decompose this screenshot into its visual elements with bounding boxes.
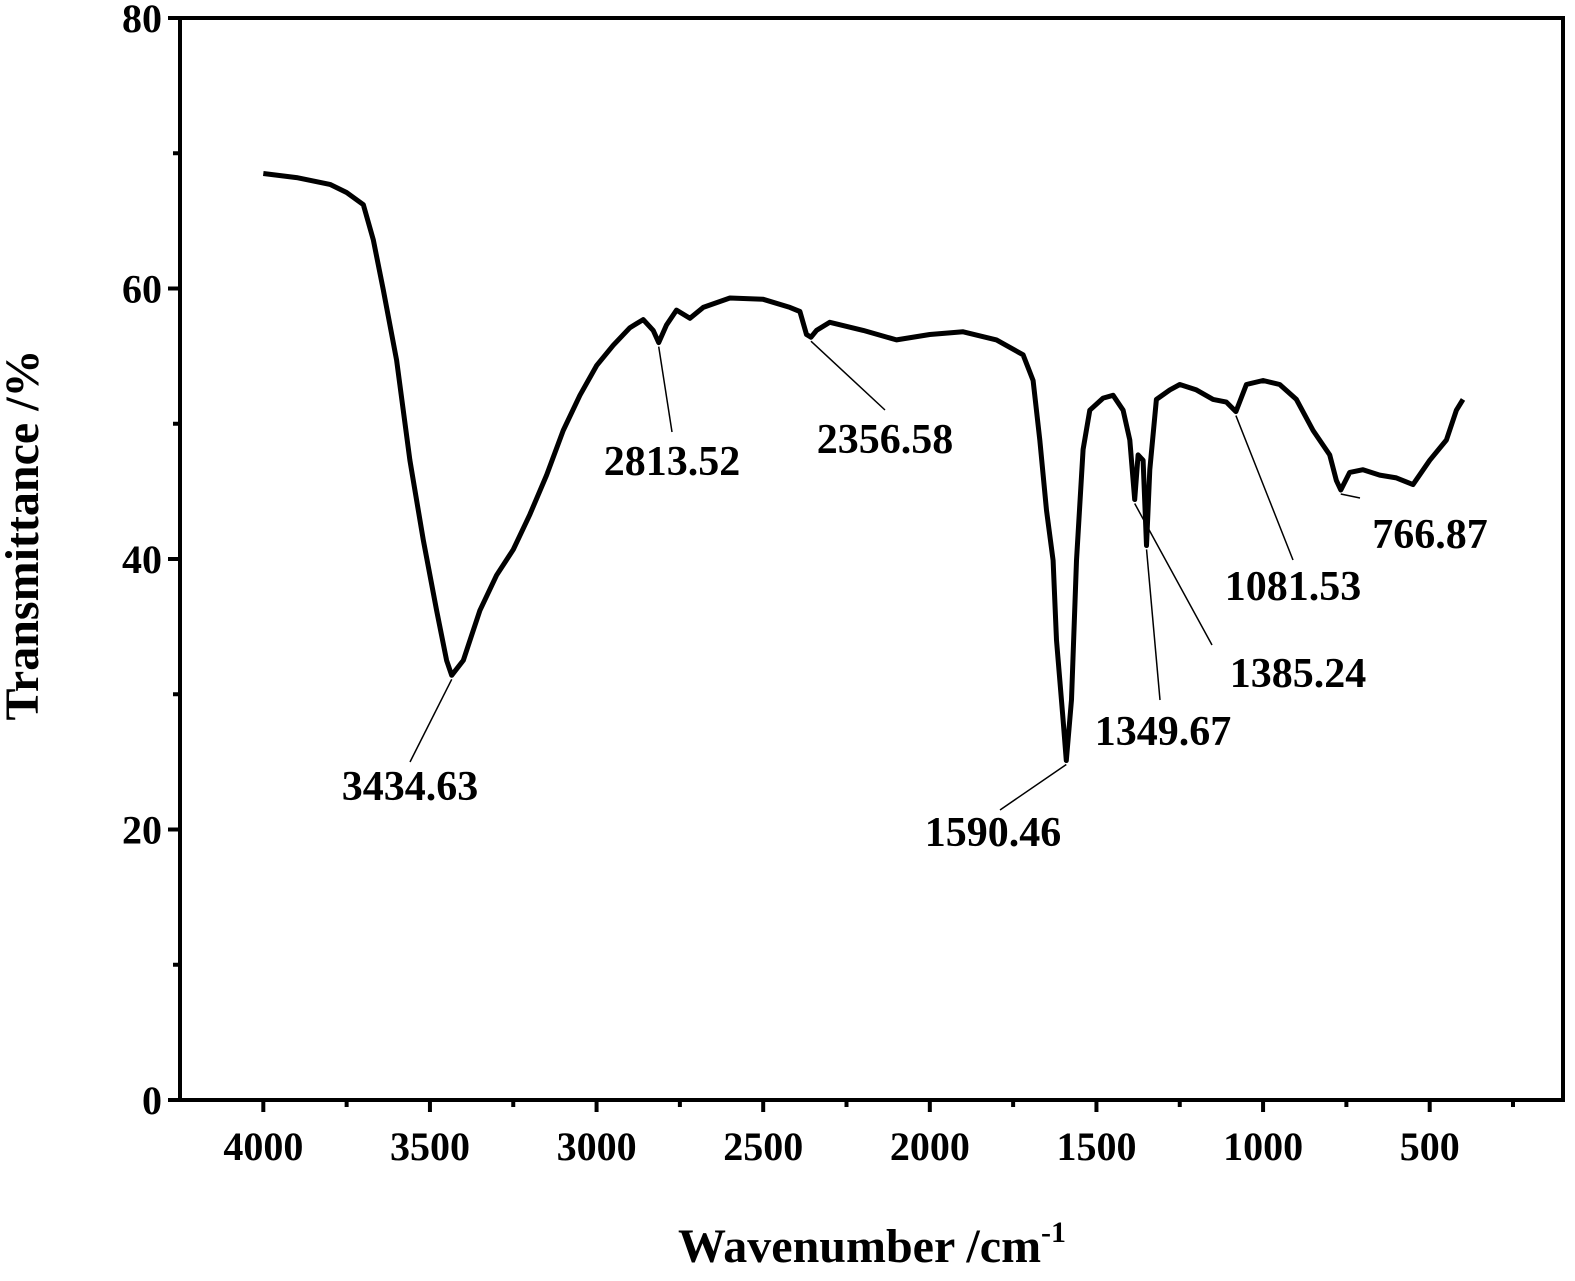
annotation-label: 1081.53 [1225,564,1362,610]
annotation-label: 1349.67 [1095,709,1232,755]
annotation-leader [657,346,673,433]
annotation-label: 1385.24 [1230,651,1367,697]
annotation-label: 2356.58 [817,417,954,463]
annotation-leader [1134,503,1213,646]
x-tick-label: 1500 [1056,1124,1136,1169]
x-axis-label: Wavenumber /cm-1 [678,1216,1066,1273]
x-tick-label: 1000 [1223,1124,1303,1169]
x-tick-label: 2000 [890,1124,970,1169]
spectrum-line [262,171,1466,763]
annotation-leader [1235,415,1294,561]
annotation-label: 2813.52 [604,439,741,485]
x-tick-label: 2500 [723,1124,803,1169]
y-tick-label: 80 [122,0,162,41]
annotation-leader [409,678,453,763]
y-tick-label: 20 [122,808,162,853]
annotation-label: 1590.46 [925,810,1062,856]
plot-frame [178,16,1565,1102]
x-tick-label: 3000 [557,1124,637,1169]
y-tick-label: 40 [122,537,162,582]
x-axis-label-superscript: -1 [1041,1216,1066,1249]
y-tick-label: 60 [122,267,162,312]
annotation-leader [1340,493,1361,499]
y-tick-label: 0 [142,1078,162,1123]
x-tick-label: 3500 [390,1124,470,1169]
annotation-leader [810,340,886,411]
x-axis-label-text: Wavenumber /cm [678,1220,1041,1273]
annotation-label: 3434.63 [342,764,479,810]
annotation-leader [999,763,1067,811]
y-axis-label: Transmittance /% [0,349,49,720]
annotation-label: 766.87 [1372,512,1488,558]
x-tick-label: 4000 [223,1124,303,1169]
x-tick-label: 500 [1400,1124,1460,1169]
annotation-leader [1145,549,1161,701]
